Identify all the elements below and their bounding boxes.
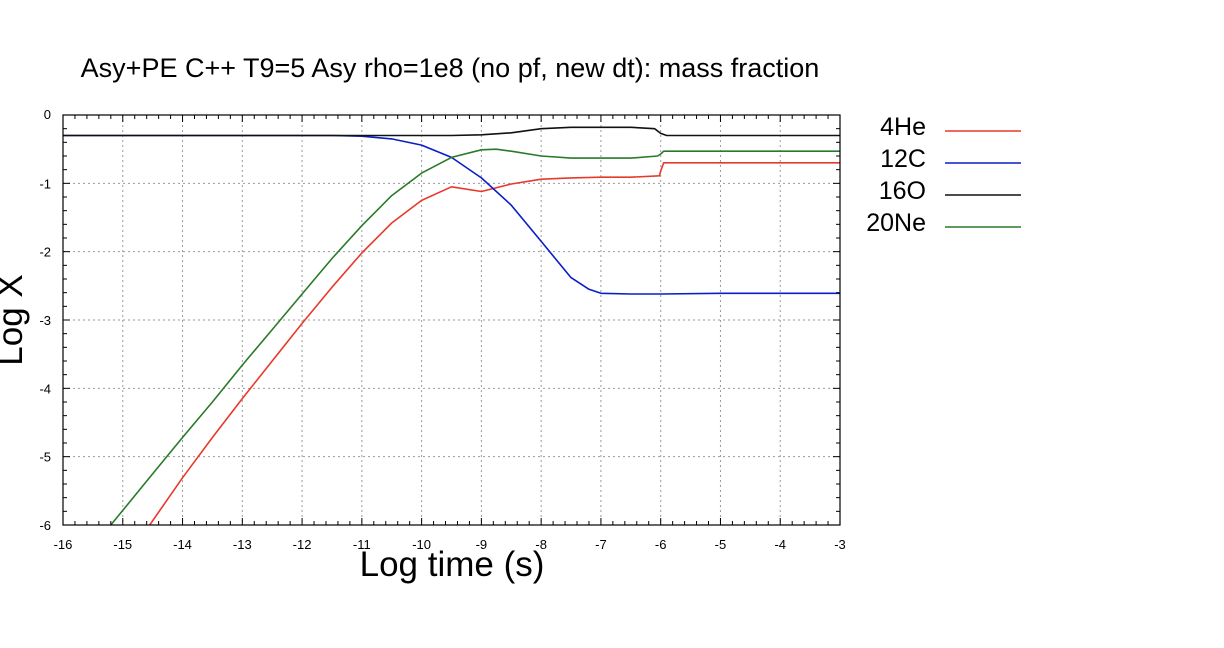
series-line-4he — [149, 162, 840, 525]
plot-area — [63, 126, 840, 525]
legend-label-12c: 12C — [880, 145, 926, 173]
y-tick-label: -2 — [39, 245, 51, 260]
legend-label-20ne: 20Ne — [866, 209, 926, 237]
x-tick-label: -4 — [774, 537, 786, 552]
x-tick-label: -3 — [834, 537, 846, 552]
x-tick-label: -13 — [233, 537, 252, 552]
series-line-20ne — [110, 148, 840, 525]
x-tick-label: -14 — [173, 537, 192, 552]
y-tick-label: 0 — [44, 107, 51, 122]
legend: 4He 12C 16O 20Ne — [866, 113, 1021, 237]
x-axis-title: Log time (s) — [360, 545, 545, 584]
y-tick-label: -1 — [39, 176, 51, 191]
legend-label-16o: 16O — [879, 177, 926, 205]
x-tick-label: -8 — [535, 537, 547, 552]
axis-ticks: -16 -15 -14 -13 -12 -11 -10 -9 -8 -7 -6 -5 -4 -3 0 -1 -2… — [39, 107, 845, 552]
y-tick-label: -5 — [39, 450, 51, 465]
chart-title: Asy+PE C++ T9=5 Asy rho=1e8 (no pf, new … — [81, 53, 820, 83]
x-tick-label: -5 — [715, 537, 727, 552]
series-line-16o — [63, 126, 840, 137]
legend-label-4he: 4He — [880, 113, 926, 141]
x-tick-label: -10 — [412, 537, 431, 552]
grid — [63, 115, 840, 525]
series-line-12c — [63, 134, 840, 295]
x-tick-label: -11 — [353, 537, 371, 552]
y-axis-title: Log X — [0, 274, 30, 365]
x-tick-label: -7 — [595, 537, 607, 552]
x-tick-label: -6 — [655, 537, 667, 552]
x-tick-label: -12 — [293, 537, 312, 552]
x-tick-label: -16 — [54, 537, 73, 552]
y-tick-label: -3 — [39, 313, 51, 328]
x-tick-label: -9 — [476, 537, 488, 552]
y-tick-label: -4 — [39, 381, 51, 396]
x-tick-label: -15 — [113, 537, 132, 552]
y-tick-label: -6 — [39, 518, 51, 533]
